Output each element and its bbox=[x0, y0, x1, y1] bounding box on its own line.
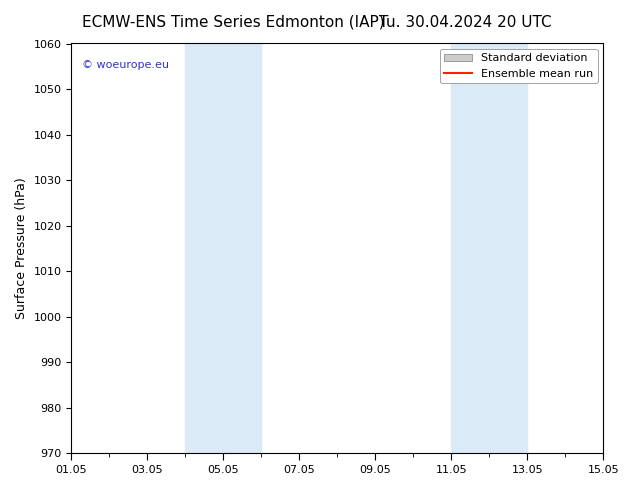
Legend: Standard deviation, Ensemble mean run: Standard deviation, Ensemble mean run bbox=[440, 49, 598, 83]
Text: Tu. 30.04.2024 20 UTC: Tu. 30.04.2024 20 UTC bbox=[379, 15, 552, 30]
Y-axis label: Surface Pressure (hPa): Surface Pressure (hPa) bbox=[15, 177, 28, 319]
Bar bbox=[185, 44, 261, 453]
Text: ECMW-ENS Time Series Edmonton (IAP): ECMW-ENS Time Series Edmonton (IAP) bbox=[82, 15, 385, 30]
Bar bbox=[451, 44, 527, 453]
Text: © woeurope.eu: © woeurope.eu bbox=[82, 60, 169, 70]
